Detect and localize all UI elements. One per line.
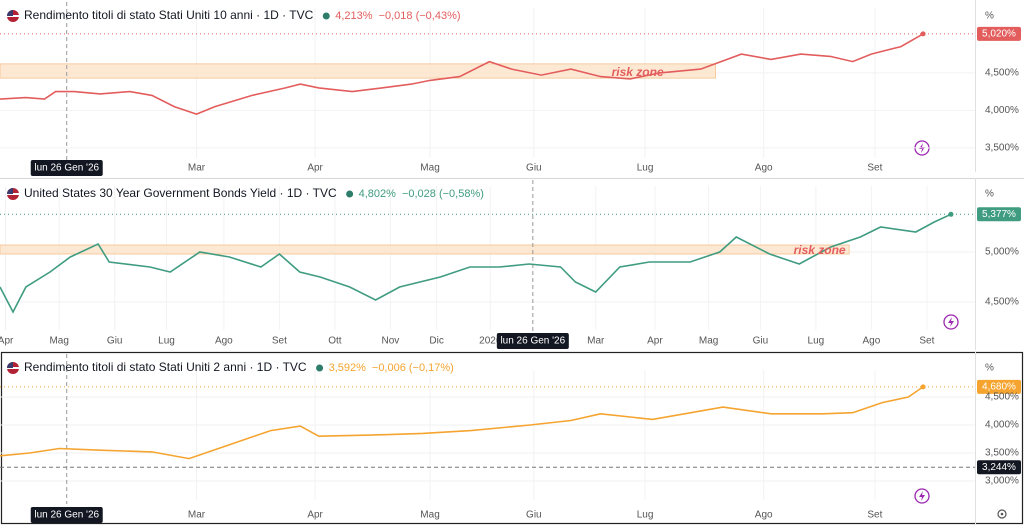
unit-label: % [985, 363, 994, 374]
x-tick-label: Giu [526, 510, 542, 521]
chart-title: United States 30 Year Government Bonds Y… [24, 186, 337, 200]
crosshair-x-badge [30, 507, 103, 523]
annotation-text: risk zone [794, 243, 846, 257]
x-tick-label: Lug [158, 336, 175, 347]
x-tick-label: Set [867, 510, 882, 521]
series-line [0, 213, 952, 314]
flag-icon [7, 188, 19, 200]
last-value-label: 5,377% [982, 209, 1016, 220]
chart-panel: 4,680%4,500% 4,000% 3,500% 3,000%% Mar Apr Mag… [0, 352, 1021, 524]
flag-canton [7, 362, 13, 368]
crosshair-y-badge [977, 460, 1021, 475]
series-line [0, 33, 924, 115]
x-tick-label: Ago [755, 163, 773, 174]
x-tick-label: Lug [637, 163, 654, 174]
x-tick-label: Giu [107, 336, 123, 347]
flag-icon [7, 10, 19, 22]
x-tick-label: Lug [808, 336, 825, 347]
crosshair-x-label: lun 26 Gen '26 [34, 510, 99, 521]
x-tick-label: Mag [420, 510, 439, 521]
crosshair-x-label: lun 26 Gen '26 [500, 336, 565, 347]
y-tick-label: 4,500% [985, 68, 1019, 79]
x-tick-label: Mar [587, 336, 605, 347]
status-dot [322, 12, 330, 20]
last-point [920, 384, 926, 390]
x-tick-label: Mag [420, 163, 439, 174]
price-change: −0,028 (−0,58%) [402, 188, 484, 200]
y-tick-label: 3,000% [985, 476, 1019, 487]
x-tick-label: Mar [188, 163, 206, 174]
x-tick-label: Nov [381, 336, 399, 347]
x-tick-label: Giu [526, 163, 542, 174]
series-line [0, 386, 924, 460]
x-tick-label: Mag [49, 336, 68, 347]
x-tick-label: Set [867, 163, 882, 174]
flag-canton [7, 10, 13, 16]
flag-canton [7, 188, 13, 194]
x-tick-label: Apr [307, 510, 323, 521]
x-tick-label: Set [272, 336, 287, 347]
last-value-label: 4,680% [982, 382, 1016, 393]
risk-zone-band [0, 244, 850, 255]
x-tick-label: Apr [307, 163, 323, 174]
chart-title: Rendimento titoli di stato Stati Uniti 2… [24, 360, 307, 374]
y-tick-label: 3,500% [985, 448, 1019, 459]
x-tick-label: Mag [699, 336, 718, 347]
x-tick-label: Giu [753, 336, 769, 347]
y-tick-label: 4,500% [985, 392, 1019, 403]
status-dot [346, 190, 354, 198]
crosshair-x-badge [30, 160, 103, 176]
y-tick-label: 5,000% [985, 247, 1019, 258]
x-tick-label: Lug [637, 510, 654, 521]
chart-panel: 5,377% risk zone 5,000% 4,500%% Apr Mag Giu Lug… [0, 178, 1021, 350]
unit-label: % [985, 189, 994, 200]
x-tick-label: Ago [755, 510, 773, 521]
x-tick-label: Dic [429, 336, 443, 347]
price-value: 3,592% [329, 362, 367, 374]
lightning-icon[interactable] [943, 314, 959, 330]
chart-title: Rendimento titoli di stato Stati Uniti 1… [24, 8, 314, 22]
y-tick-label: 4,000% [985, 105, 1019, 116]
last-value-badge [977, 26, 1021, 41]
price-change: −0,018 (−0,43%) [379, 10, 461, 22]
annotation-text: risk zone [612, 65, 664, 79]
x-tick-label: 2026 [479, 336, 502, 347]
x-tick-label: Ago [862, 336, 880, 347]
status-dot [316, 364, 324, 372]
last-value-badge [977, 379, 1021, 394]
y-tick-label: 4,000% [985, 420, 1019, 431]
y-tick-label: 3,500% [985, 143, 1019, 154]
x-tick-label: Ott [328, 336, 342, 347]
x-tick-label: Mar [188, 510, 206, 521]
last-point [920, 31, 926, 37]
risk-zone-band [0, 63, 716, 79]
crosshair-x-label: lun 26 Gen '26 [34, 163, 99, 174]
x-tick-label: Apr [647, 336, 663, 347]
last-value-label: 5,020% [982, 29, 1016, 40]
flag-icon [7, 362, 19, 374]
chart-panel: 5,020% risk zone 4,500% 4,000% 3,500%% Mar Apr… [0, 0, 1021, 176]
unit-label: % [985, 11, 994, 22]
x-tick-label: Ago [215, 336, 233, 347]
price-value: 4,802% [359, 188, 397, 200]
price-change: −0,006 (−0,17%) [372, 362, 454, 374]
x-tick-label: Apr [0, 336, 14, 347]
crosshair-y-label: 3,244% [982, 462, 1016, 473]
x-tick-label: Set [919, 336, 934, 347]
last-point [948, 211, 954, 217]
crosshair-x-badge [496, 333, 569, 349]
lightning-icon[interactable] [914, 488, 930, 504]
settings-icon[interactable] [997, 509, 1007, 519]
last-value-badge [977, 207, 1021, 222]
y-tick-label: 4,500% [985, 297, 1019, 308]
active-panel-border [0, 351, 1024, 525]
price-value: 4,213% [335, 10, 373, 22]
